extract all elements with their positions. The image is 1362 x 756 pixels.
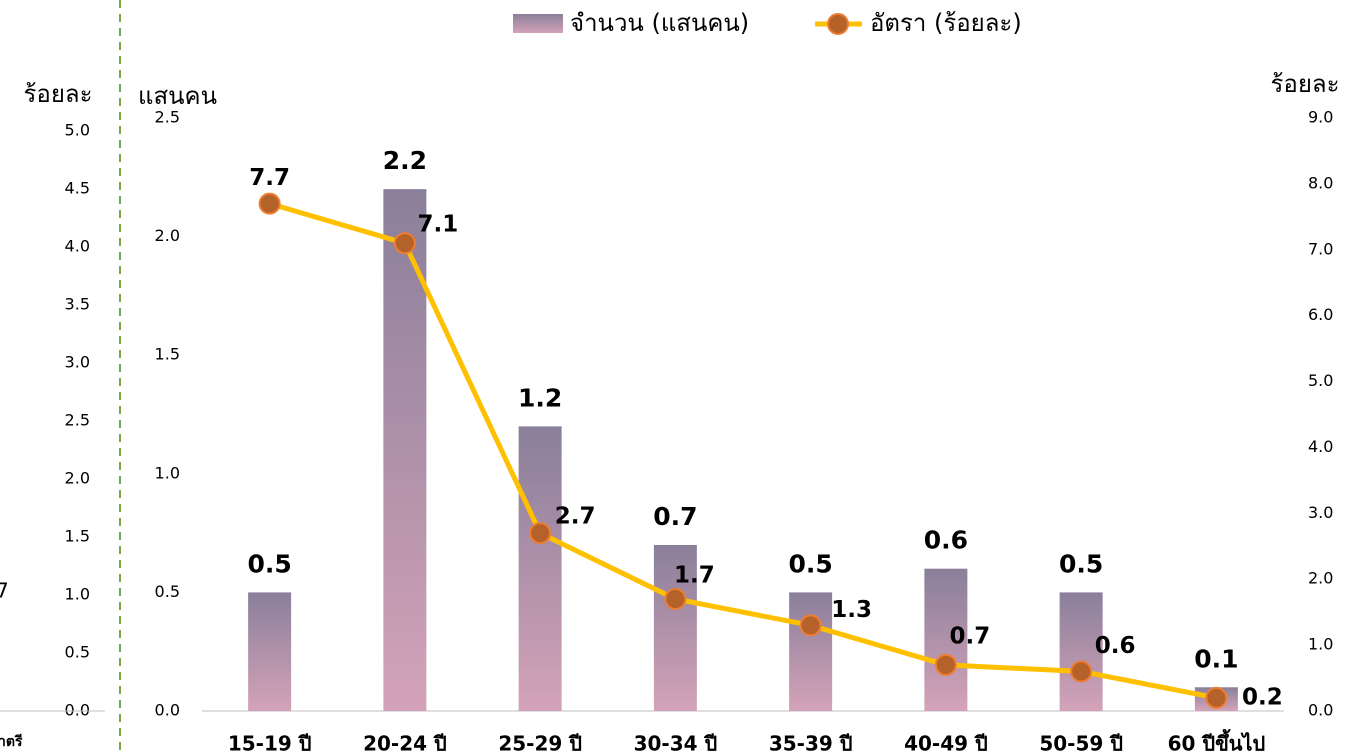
bar-value-label: 0.5 bbox=[247, 549, 291, 578]
rate-marker bbox=[664, 587, 687, 610]
legend-label: อัตรา (ร้อยละ) bbox=[870, 9, 1022, 37]
y-tick-label: 1.0 bbox=[65, 585, 90, 604]
rate-value-label: 0.2 bbox=[1242, 684, 1283, 710]
rate-marker bbox=[1205, 686, 1228, 709]
y-tick-label: 1.0 bbox=[155, 463, 180, 482]
rate-marker bbox=[799, 614, 822, 637]
rate-marker bbox=[529, 522, 552, 545]
bar bbox=[1059, 592, 1103, 711]
y2-tick-label: 5.0 bbox=[1308, 371, 1333, 390]
bar-value-label: 2.2 bbox=[383, 146, 427, 175]
bar-value-label: 0.1 bbox=[1194, 644, 1238, 673]
x-tick-label: 15-19 ปี bbox=[228, 732, 312, 756]
bar bbox=[653, 544, 697, 711]
x-tick-label: 50-59 ปี bbox=[1039, 732, 1123, 756]
x-tick-label: 20-24 ปี bbox=[363, 732, 447, 756]
y-tick-label: 0.5 bbox=[155, 582, 180, 601]
y-tick-label: 2.5 bbox=[65, 411, 90, 430]
y2-tick-label: 3.0 bbox=[1308, 503, 1333, 522]
y2-axis-title: ร้อยละ bbox=[1271, 70, 1340, 98]
rate-value-label: 2.7 bbox=[555, 504, 596, 530]
y-tick-label: 0.0 bbox=[155, 701, 180, 720]
y2-tick-label: 7.0 bbox=[1308, 239, 1333, 258]
x-tick-label: 35-39 ปี bbox=[769, 732, 853, 756]
y-tick-label: 0.0 bbox=[65, 701, 90, 720]
rate-value-label: 1.7 bbox=[674, 562, 715, 588]
rate-value-label: 7.1 bbox=[418, 212, 459, 238]
legend-swatch bbox=[513, 14, 563, 33]
rate-value-label: 7.7 bbox=[249, 165, 290, 191]
y2-tick-label: 6.0 bbox=[1308, 305, 1333, 324]
rate-marker bbox=[1070, 660, 1093, 683]
x-tick-label: 60 ปีขึ้นไป bbox=[1168, 729, 1266, 756]
y-tick-label: 3.0 bbox=[65, 353, 90, 372]
bar-value-label: 0.5 bbox=[1059, 549, 1103, 578]
bar-value-label: 0.6 bbox=[924, 526, 968, 555]
y-axis-title: แสนคน bbox=[138, 82, 217, 110]
y-tick-label: 4.5 bbox=[65, 179, 90, 198]
rate-value-label: 0.6 bbox=[1095, 633, 1136, 659]
y2-tick-label: 1.0 bbox=[1308, 635, 1333, 654]
bar bbox=[789, 592, 833, 711]
y2-tick-label: 4.0 bbox=[1308, 437, 1333, 456]
bar bbox=[924, 568, 968, 711]
y-tick-label: 1.5 bbox=[155, 345, 180, 364]
x-tick-label: 25-29 ปี bbox=[498, 732, 582, 756]
rate-marker bbox=[934, 653, 957, 676]
annotation: 7 bbox=[0, 579, 9, 603]
y2-tick-label: 0.0 bbox=[1308, 701, 1333, 720]
y2-tick-label: 9.0 bbox=[1308, 108, 1333, 127]
annotation: าตรี bbox=[0, 734, 23, 750]
y-tick-label: 2.0 bbox=[65, 469, 90, 488]
bar-value-label: 0.7 bbox=[653, 502, 697, 531]
bar bbox=[248, 592, 292, 711]
y-tick-label: 3.5 bbox=[65, 295, 90, 314]
bar-value-label: 1.2 bbox=[518, 383, 562, 412]
rate-marker bbox=[393, 232, 416, 255]
y-tick-label: 2.0 bbox=[155, 226, 180, 245]
y-tick-label: 5.0 bbox=[65, 121, 90, 140]
bar bbox=[518, 426, 562, 711]
y2-tick-label: 8.0 bbox=[1308, 173, 1333, 192]
x-tick-label: 30-34 ปี bbox=[634, 732, 718, 756]
rate-value-label: 1.3 bbox=[831, 597, 872, 623]
rate-value-label: 0.7 bbox=[950, 623, 991, 649]
bar bbox=[383, 189, 427, 711]
legend-label: จำนวน (แสนคน) bbox=[570, 9, 749, 37]
rate-marker bbox=[258, 192, 281, 215]
rate-line bbox=[268, 201, 1217, 701]
y2-tick-label: 2.0 bbox=[1308, 569, 1333, 588]
y-tick-label: 2.5 bbox=[155, 108, 180, 127]
x-tick-label: 40-49 ปี bbox=[904, 732, 988, 756]
y-tick-label: 1.5 bbox=[65, 527, 90, 546]
legend-marker bbox=[827, 13, 849, 35]
y-axis-title: ร้อยละ bbox=[24, 80, 93, 108]
y-tick-label: 4.0 bbox=[65, 237, 90, 256]
y-tick-label: 0.5 bbox=[65, 643, 90, 662]
bar-value-label: 0.5 bbox=[788, 549, 832, 578]
